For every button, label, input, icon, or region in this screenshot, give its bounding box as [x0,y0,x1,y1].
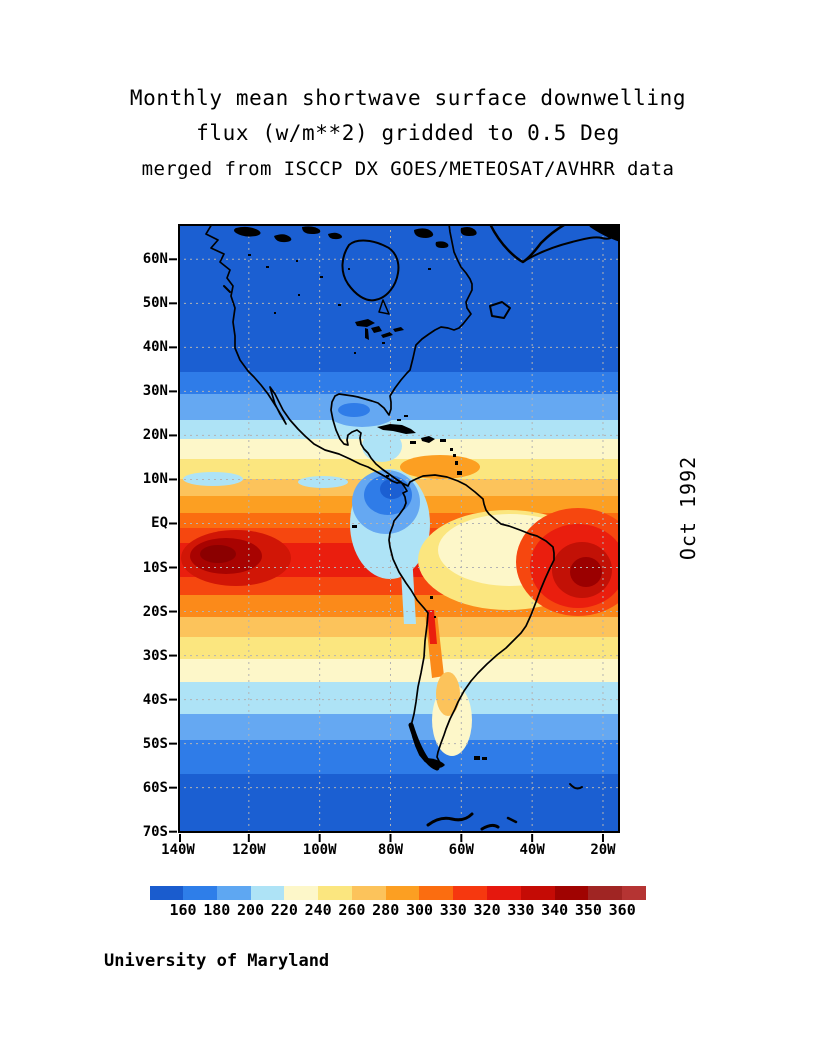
colorbar-segment-5 [284,886,319,900]
colorbar-segment-9 [419,886,454,900]
colorbar-label-10: 330 [507,901,535,919]
lat-label-60N: 60N [142,251,168,268]
lat-label-40S: 40S [142,691,168,708]
colorbar-label-7: 300 [405,901,434,919]
colorbar-label-0: 160 [169,901,197,919]
colorbar-label-5: 260 [338,901,366,919]
colorbar-segment-12 [520,886,555,900]
lon-label-20W: 20W [590,842,616,858]
colorbar-segment-10 [453,886,488,900]
colorbar-segment-14 [588,886,623,900]
colorbar-label-6: 280 [372,901,400,919]
lat-label-20S: 20S [142,603,168,620]
colorbar-segment-8 [385,886,420,900]
flux-field [178,224,620,833]
lon-label-80W: 80W [377,842,404,858]
land-detail [234,224,620,769]
colorbar-label-2: 200 [237,901,265,919]
lat-label-30S: 30S [142,647,168,664]
colorbar-label-9: 320 [473,901,501,919]
title-line-2: flux (w/m**2) gridded to 0.5 Deg [196,121,620,145]
lat-label-10S: 10S [142,559,168,576]
title-line-1: Monthly mean shortwave surface downwelli… [129,86,687,110]
lon-label-100W: 100W [302,842,337,858]
lat-label-50N: 50N [142,295,168,312]
lat-label-10N: 10N [142,471,168,488]
lon-label-40W: 40W [519,842,545,858]
colorbar-label-3: 220 [270,901,298,919]
axis-ticks [169,258,604,842]
colorbar-label-4: 240 [304,901,332,919]
colorbar-label-12: 350 [574,901,602,919]
colorbar-segment-6 [318,886,352,900]
colorbar-segment-3 [216,886,251,900]
lat-label-70S: 70S [142,823,168,840]
colorbar-label-1: 180 [203,901,231,919]
lat-label-50S: 50S [142,735,168,752]
flux-map [169,224,620,842]
credit-text: University of Maryland [104,951,330,971]
colorbar-segment-2 [183,886,217,900]
colorbar-label-13: 360 [608,901,636,919]
lat-label-60S: 60S [142,779,168,796]
colorbar-segment-11 [487,886,521,900]
colorbar-label-11: 340 [541,901,569,919]
lat-label-40N: 40N [142,339,168,356]
colorbar-label-8: 330 [439,901,467,919]
graticule-gridlines [178,224,620,833]
lat-label-EQ: EQ [151,515,168,532]
lon-label-60W: 60W [448,842,474,858]
title-line-3: merged from ISCCP DX GOES/METEOSAT/AVHRR… [141,158,675,180]
colorbar-segment-4 [250,886,285,900]
colorbar-segment-1 [150,886,183,900]
map-frame [178,224,620,833]
date-label: Oct 1992 [676,455,700,561]
lon-label-120W: 120W [231,842,266,858]
colorbar-segment-7 [351,886,386,900]
colorbar-segment-13 [554,886,589,900]
lon-label-140W: 140W [161,842,195,858]
lat-label-20N: 20N [142,427,168,444]
colorbar-segment-15 [622,886,646,900]
lat-label-30N: 30N [142,383,168,400]
flux-colorbar: 160 180 200 220 240 260 280 300 330 320 330 340 350 3… [150,886,646,919]
